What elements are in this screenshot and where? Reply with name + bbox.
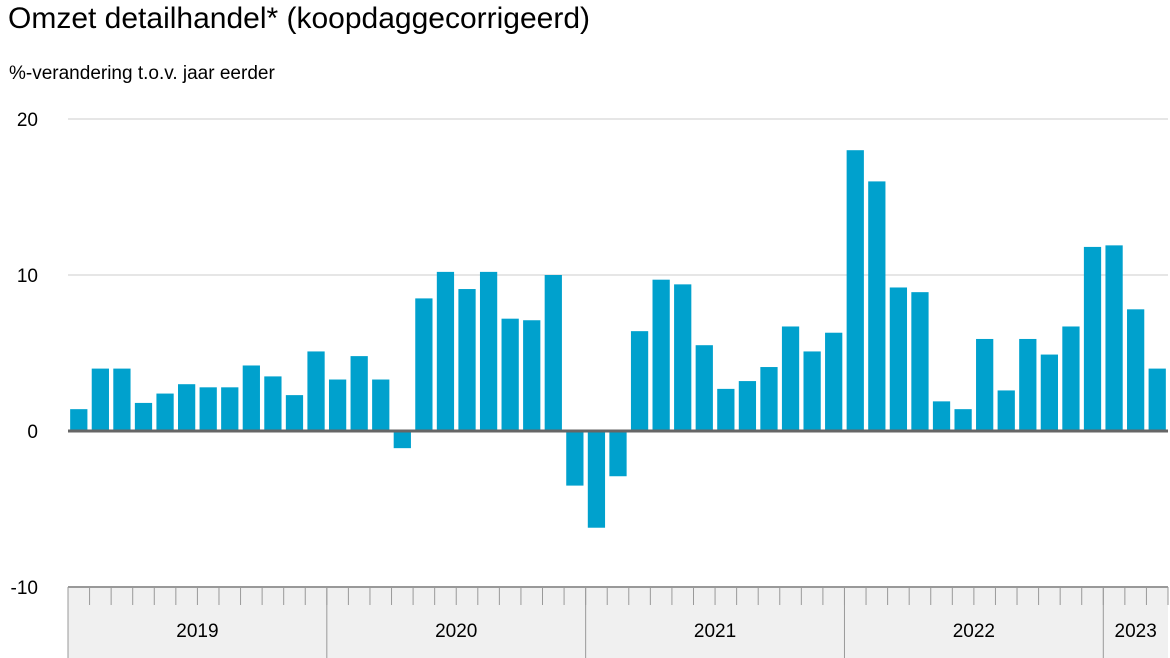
year-label: 2023 — [1115, 621, 1157, 642]
bar-2019-07 — [199, 387, 217, 431]
year-label: 2021 — [694, 621, 736, 642]
bar-2022-11 — [1062, 326, 1080, 431]
bar-2022-03 — [889, 287, 908, 431]
year-label: 2019 — [176, 621, 218, 642]
bar-2020-12 — [566, 431, 584, 486]
bar-2022-08 — [997, 390, 1015, 431]
bar-2021-12 — [825, 332, 843, 431]
bar-2020-05 — [415, 298, 433, 431]
bar-2021-06 — [695, 345, 713, 431]
bar-2022-09 — [1019, 338, 1037, 431]
bar-2019-05 — [156, 393, 174, 431]
bar-2021-05 — [674, 284, 692, 431]
bar-2021-04 — [652, 279, 670, 431]
bar-2021-01 — [587, 431, 606, 528]
bar-2020-11 — [544, 275, 562, 431]
bar-2022-04 — [911, 292, 929, 431]
bar-2022-07 — [976, 338, 994, 431]
bar-2019-12 — [307, 351, 325, 431]
bar-2019-09 — [242, 365, 260, 431]
bar-2019-08 — [221, 387, 239, 431]
bar-2022-10 — [1040, 354, 1058, 431]
bar-2020-07 — [458, 289, 476, 431]
bar-2020-06 — [436, 271, 455, 431]
year-label: 2022 — [953, 621, 995, 642]
y-tick-label: 20 — [17, 110, 38, 131]
bar-2020-08 — [479, 271, 498, 431]
bar-2020-01 — [328, 379, 347, 431]
bar-2021-09 — [760, 367, 778, 431]
chart-title: Omzet detailhandel* (koopdaggecorrigeerd… — [8, 2, 591, 35]
bar-2022-01 — [846, 150, 864, 431]
bar-2019-01 — [70, 409, 88, 431]
y-tick-label: 0 — [27, 422, 38, 443]
bar-2022-02 — [868, 181, 886, 431]
bar-2019-02 — [91, 368, 109, 431]
bar-2020-03 — [372, 379, 390, 431]
gridlines — [68, 118, 1168, 276]
bar-2020-02 — [350, 356, 368, 431]
bar-2021-02 — [609, 431, 627, 477]
bar-2022-05 — [932, 401, 951, 431]
y-tick-label: 10 — [17, 266, 38, 287]
bar-2021-10 — [781, 326, 800, 431]
bar-2023-02 — [1127, 309, 1145, 431]
bar-2021-07 — [717, 388, 735, 431]
bar-2020-09 — [501, 318, 519, 431]
year-label: 2020 — [435, 621, 477, 642]
bar-2022-12 — [1083, 246, 1102, 431]
bar-2023-03 — [1148, 368, 1166, 431]
bar-2019-11 — [285, 395, 304, 431]
y-tick-label: -10 — [11, 578, 38, 599]
bar-2019-10 — [264, 376, 282, 431]
bar-2023-01 — [1105, 245, 1123, 431]
bar-2020-04 — [393, 431, 411, 449]
time-axis: 2019 2020 2021 2022 2023 — [67, 586, 1169, 658]
y-axis-unit-label: %-verandering t.o.v. jaar eerder — [9, 63, 275, 84]
bar-series — [70, 150, 1166, 528]
bar-2019-03 — [113, 368, 131, 431]
bar-2020-10 — [523, 320, 541, 431]
bar-2021-03 — [630, 331, 649, 431]
bar-2019-04 — [134, 402, 153, 431]
time-axis-band — [68, 587, 1168, 658]
bar-2021-08 — [738, 381, 757, 431]
bar-2021-11 — [803, 351, 821, 431]
bar-2022-06 — [954, 409, 972, 431]
y-axis-tick-labels: -10 0 10 20 — [11, 110, 38, 599]
bar-2019-06 — [178, 384, 196, 431]
